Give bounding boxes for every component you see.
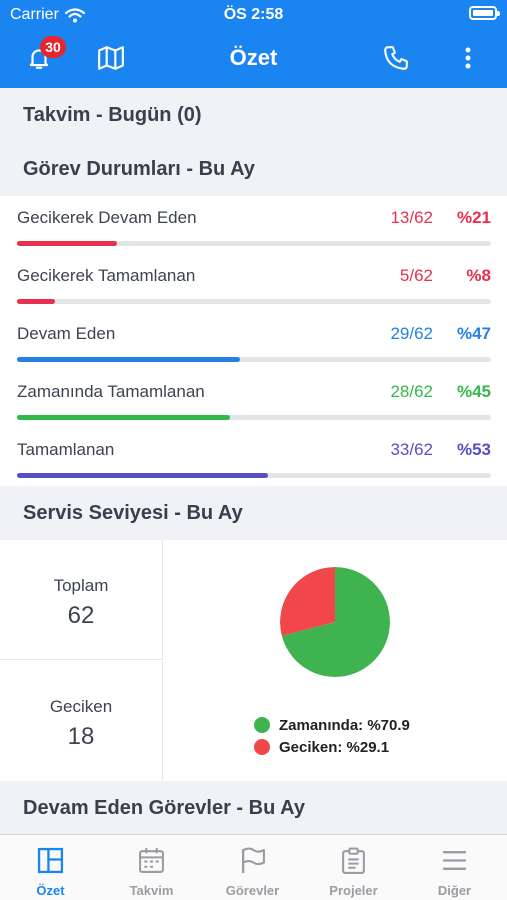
task-status-label: Gecikerek Devam Eden <box>17 208 197 227</box>
task-status-percent: %45 <box>456 382 491 401</box>
service-section-header: Servis Seviyesi - Bu Ay <box>0 486 507 540</box>
clipboard-icon <box>342 847 365 874</box>
summary-icon <box>37 847 64 874</box>
late-stat: Geciken 18 <box>0 661 163 781</box>
tab-calendar[interactable]: Takvim <box>101 835 202 900</box>
service-pie-chart <box>280 567 390 677</box>
tab-calendar-label: Takvim <box>129 883 174 898</box>
legend-label: Zamanında: %70.9 <box>279 716 410 734</box>
service-level-panel: Toplam 62 Geciken 18 Zamanında: %70.9 Gec… <box>0 540 507 781</box>
notification-badge: 30 <box>40 36 66 58</box>
task-status-label: Tamamlanan <box>17 440 115 459</box>
menu-icon <box>443 851 466 870</box>
wifi-icon <box>64 7 85 22</box>
tab-tasks-label: Görevler <box>225 883 280 898</box>
task-status-count: 28/62 <box>390 382 433 401</box>
task-status-label: Gecikerek Tamamlanan <box>17 266 196 285</box>
tab-projects-label: Projeler <box>329 883 378 898</box>
page-title: Özet <box>229 45 278 70</box>
progress-fill <box>17 241 117 246</box>
task-status-row[interactable]: Devam Eden 29/62 %47 <box>0 312 507 370</box>
task-status-label: Zamanında Tamamlanan <box>17 382 205 401</box>
total-value: 62 <box>67 602 95 629</box>
task-status-percent: %21 <box>456 208 491 227</box>
task-status-row[interactable]: Gecikerek Tamamlanan 5/62 %8 <box>0 254 507 312</box>
task-status-count: 29/62 <box>390 324 433 343</box>
task-status-percent: %47 <box>456 324 491 343</box>
legend-dot <box>254 717 270 733</box>
tab-other-label: Diğer <box>437 883 472 898</box>
ongoing-section-title: Devam Eden Görevler - Bu Ay <box>23 797 305 819</box>
progress-fill <box>17 299 55 304</box>
map-button[interactable] <box>95 42 127 74</box>
tab-tasks[interactable]: Görevler <box>202 835 303 900</box>
calendar-section-title: Takvim - Bugün (0) <box>23 104 202 126</box>
phone-icon <box>384 46 408 70</box>
late-value: 18 <box>67 723 95 750</box>
progress-track <box>17 415 491 420</box>
calendar-icon <box>139 848 164 873</box>
tab-summary-label: Özet <box>36 883 65 898</box>
task-status-row[interactable]: Gecikerek Devam Eden 13/62 %21 <box>0 196 507 254</box>
more-vertical-icon <box>465 47 471 69</box>
progress-fill <box>17 357 240 362</box>
call-button[interactable] <box>380 42 412 74</box>
pie-slice-1 <box>280 567 335 637</box>
tab-other[interactable]: Diğer <box>404 835 505 900</box>
task-status-row[interactable]: Zamanında Tamamlanan 28/62 %45 <box>0 370 507 428</box>
task-status-count: 33/62 <box>390 440 433 459</box>
task-status-section-title: Görev Durumları - Bu Ay <box>23 158 255 180</box>
nav-bar: Özet <box>0 30 507 88</box>
task-status-row[interactable]: Tamamlanan 33/62 %53 <box>0 428 507 486</box>
total-label: Toplam <box>53 576 109 595</box>
legend-dot <box>254 739 270 755</box>
progress-track <box>17 357 491 362</box>
legend-entry: Geciken: %29.1 <box>254 736 410 758</box>
legend-entry: Zamanında: %70.9 <box>254 714 410 736</box>
flag-icon <box>242 847 265 873</box>
progress-track <box>17 473 491 478</box>
progress-track <box>17 241 491 246</box>
pie-slice-0 <box>281 567 390 677</box>
ongoing-section-header: Devam Eden Görevler - Bu Ay <box>0 781 507 835</box>
tab-bar: Özet Takvim Görevler Projeler Diğer <box>0 834 507 900</box>
progress-track <box>17 299 491 304</box>
late-label: Geciken <box>49 697 113 716</box>
more-button[interactable] <box>452 42 484 74</box>
app-header: Carrier ÖS 2:58 Özet <box>0 0 507 88</box>
task-status-list: Gecikerek Devam Eden 13/62 %21 Gecikerek Ta… <box>0 196 507 486</box>
service-section-title: Servis Seviyesi - Bu Ay <box>23 502 243 524</box>
task-status-percent: %8 <box>466 266 491 285</box>
task-status-percent: %53 <box>456 440 491 459</box>
progress-fill <box>17 415 230 420</box>
battery-icon <box>469 6 500 20</box>
progress-fill <box>17 473 268 478</box>
status-left: Carrier <box>10 6 85 24</box>
tab-summary[interactable]: Özet <box>0 835 101 900</box>
pie-legend: Zamanında: %70.9 Geciken: %29.1 <box>254 714 410 758</box>
calendar-section-header[interactable]: Takvim - Bugün (0) <box>0 88 507 142</box>
tab-projects[interactable]: Projeler <box>303 835 404 900</box>
status-time: ÖS 2:58 <box>223 6 284 23</box>
total-stat: Toplam 62 <box>0 540 163 660</box>
legend-label: Geciken: %29.1 <box>279 738 390 756</box>
task-status-count: 13/62 <box>390 208 433 227</box>
map-icon <box>98 46 124 70</box>
carrier-label: Carrier <box>10 6 59 23</box>
status-bar: Carrier ÖS 2:58 <box>0 0 507 30</box>
task-status-label: Devam Eden <box>17 324 116 343</box>
task-status-count: 5/62 <box>399 266 433 285</box>
task-status-section-header: Görev Durumları - Bu Ay <box>0 142 507 196</box>
